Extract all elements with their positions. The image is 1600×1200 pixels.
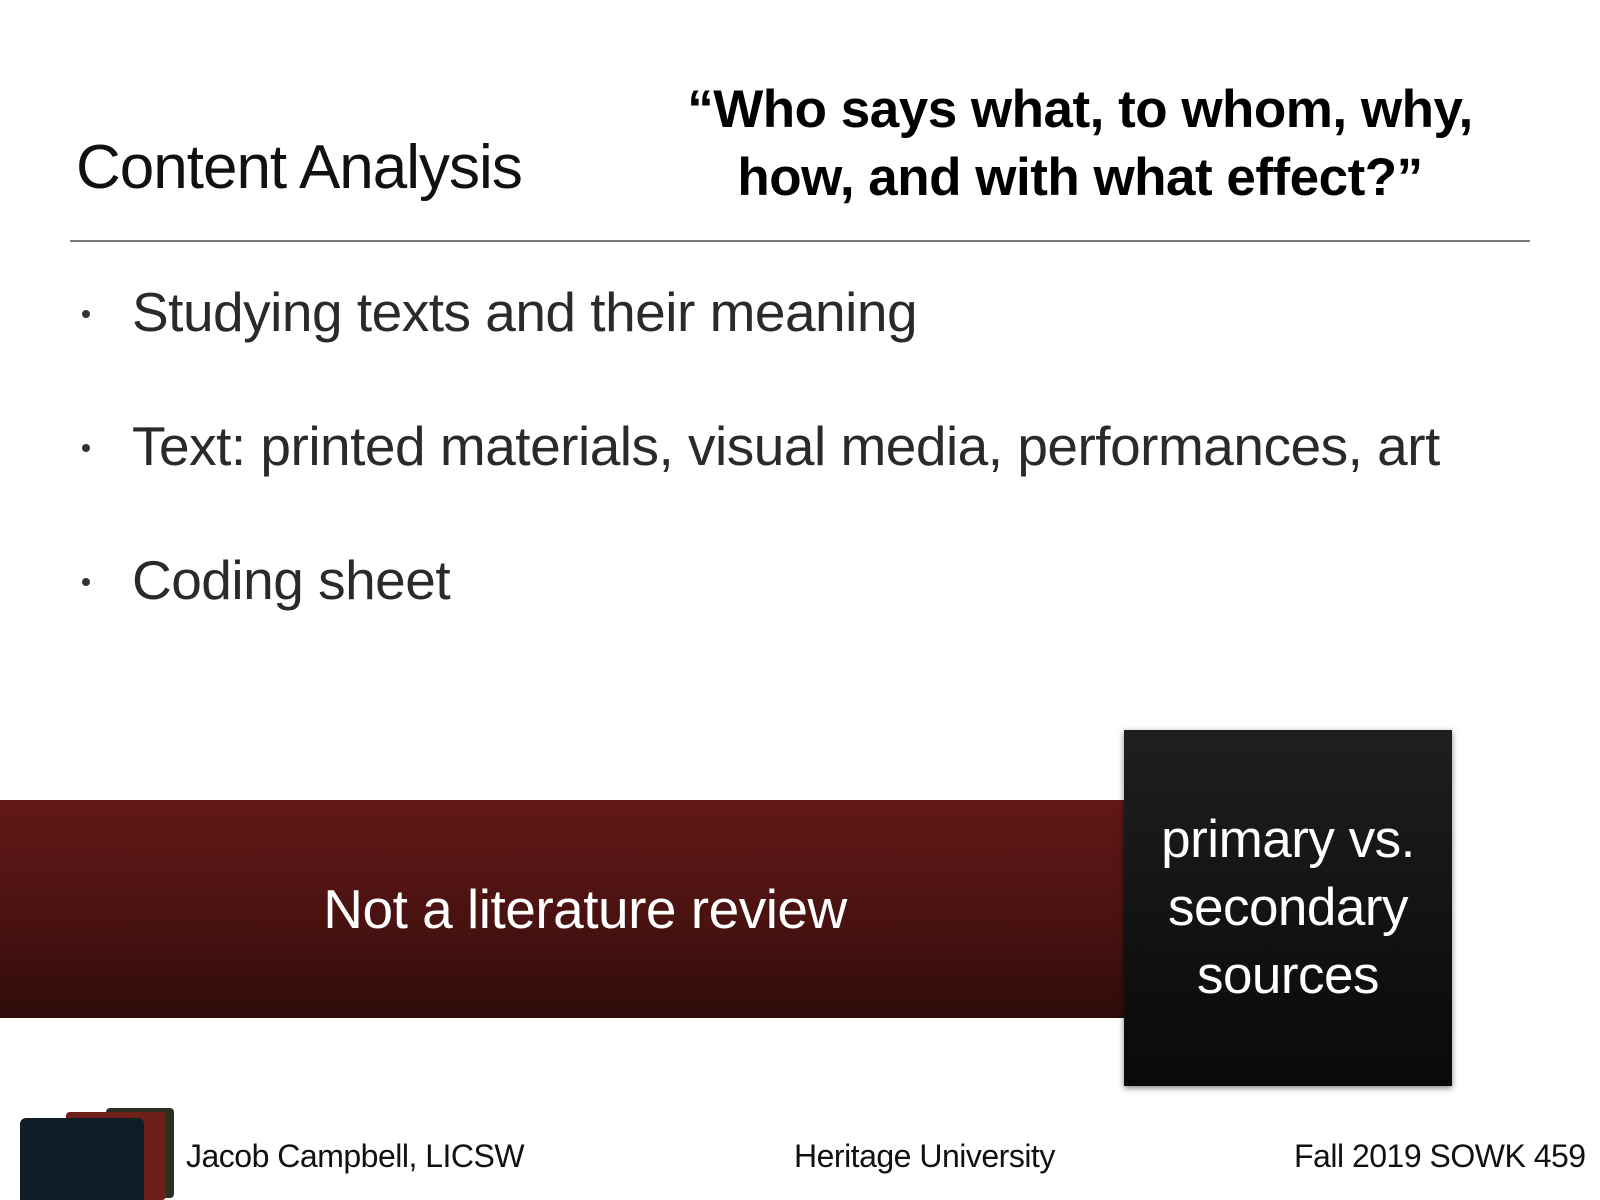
title-divider bbox=[70, 240, 1530, 242]
bullet-text: Coding sheet bbox=[132, 549, 451, 611]
bullet-text: Text: printed materials, visual media, p… bbox=[132, 415, 1440, 477]
callout-line-2: secondary bbox=[1167, 878, 1409, 937]
footer-institution: Heritage University bbox=[794, 1138, 1055, 1174]
bullet-dot-icon bbox=[82, 444, 90, 452]
callout-text: primary vs. secondary sources bbox=[1138, 806, 1438, 1010]
banner: Not a literature review bbox=[0, 800, 1124, 1018]
bullet-text: Studying texts and their meaning bbox=[132, 281, 918, 343]
bullet-dot-icon bbox=[82, 578, 90, 586]
slide-quote: “Who says what, to whom, why, how, and w… bbox=[630, 76, 1530, 212]
quote-line-2: how, and with what effect?” bbox=[737, 148, 1423, 207]
callout-line-1: primary vs. bbox=[1161, 810, 1415, 869]
quote-line-1: “Who says what, to whom, why, bbox=[687, 80, 1473, 139]
bullet-dot-icon bbox=[82, 310, 90, 318]
logo-front-layer bbox=[20, 1118, 144, 1200]
banner-text: Not a literature review bbox=[323, 878, 847, 940]
footer-author: Jacob Campbell, LICSW bbox=[186, 1138, 525, 1174]
stacked-folders-logo-icon bbox=[20, 1108, 174, 1200]
footer-course: Fall 2019 SOWK 459 bbox=[1294, 1138, 1586, 1174]
slide-title: Content Analysis bbox=[76, 133, 523, 202]
callout-line-3: sources bbox=[1196, 946, 1380, 1005]
callout-box: primary vs. secondary sources bbox=[1124, 730, 1452, 1086]
